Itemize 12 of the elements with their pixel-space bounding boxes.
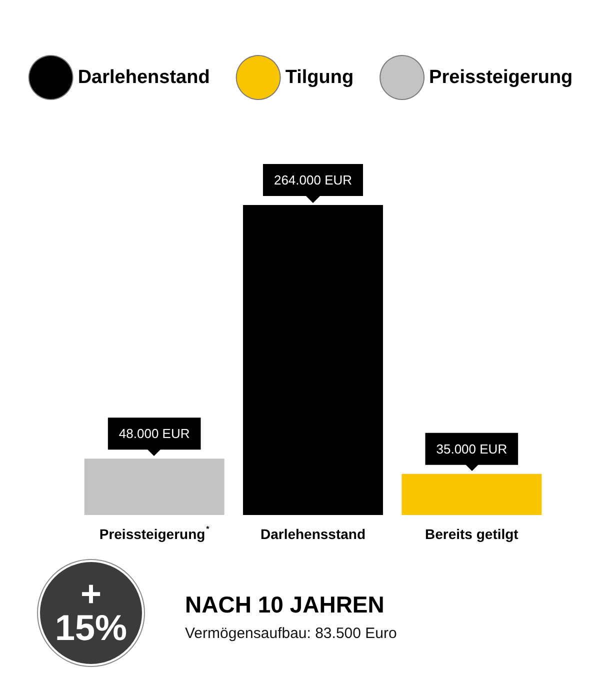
- data-label: 35.000 EUR: [436, 441, 508, 456]
- x-tick-label: Darlehensstand: [260, 526, 366, 542]
- legend-label: Tilgung: [285, 67, 354, 88]
- x-tick-label: Bereits getilgt: [424, 526, 519, 542]
- legend-label: Darlehenstand: [78, 67, 210, 88]
- text: NACH 10 JAHREN: [185, 592, 384, 618]
- data-label: 48.000 EUR: [118, 426, 190, 442]
- data-label: 264.000 EUR: [274, 172, 352, 188]
- text: + 15%: [54, 573, 128, 648]
- legend-label: Preissteigerung: [429, 67, 573, 88]
- text: Vermögensaufbau: 83.500 Euro: [185, 625, 397, 642]
- x-tick-label: Preissteigerung*: [99, 524, 210, 542]
